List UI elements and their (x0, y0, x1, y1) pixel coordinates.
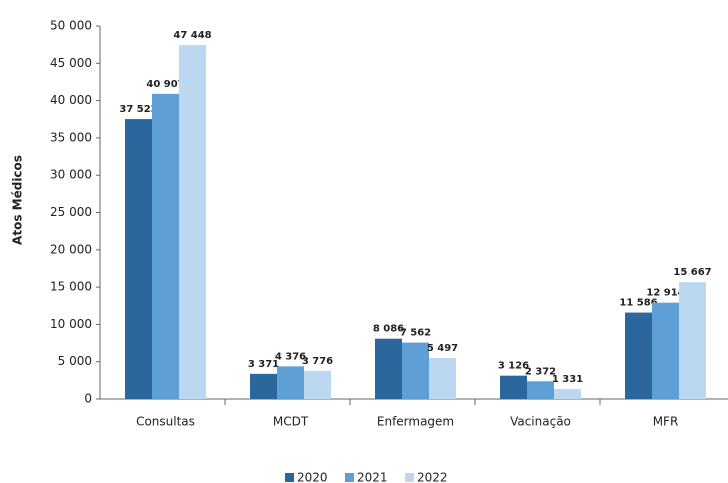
bar (179, 45, 206, 400)
x-tick-label: Vacinação (510, 415, 571, 429)
value-label: 11 586 (619, 298, 657, 309)
bar (652, 302, 679, 399)
y-tick-label: 20 000 (50, 242, 92, 256)
y-tick-label: 30 000 (50, 168, 92, 182)
bar (375, 338, 402, 399)
x-tick-label: Consultas (136, 415, 195, 429)
legend-label: 2021 (357, 471, 388, 483)
value-label: 47 448 (173, 30, 211, 41)
value-label: 1 331 (552, 374, 583, 385)
bar (625, 312, 652, 399)
x-tick-label: MCDT (273, 415, 309, 429)
x-tick-label: Enfermagem (377, 415, 454, 429)
y-tick-label: 40 000 (50, 93, 92, 107)
value-label: 37 522 (119, 104, 157, 115)
y-tick-label: 25 000 (50, 205, 92, 219)
bar (125, 119, 152, 399)
y-axis-label: Atos Médicos (11, 155, 25, 245)
x-tick-label: MFR (653, 415, 679, 429)
bar (304, 370, 331, 399)
y-tick-label: 5 000 (58, 354, 92, 368)
legend-label: 2022 (417, 471, 448, 483)
legend-swatch (345, 473, 354, 482)
bar (277, 366, 304, 399)
value-label: 12 914 (646, 288, 684, 299)
value-label: 3 126 (498, 361, 529, 372)
value-label: 3 776 (302, 356, 333, 367)
bar (402, 342, 429, 399)
value-label: 4 376 (275, 351, 306, 362)
value-label: 2 372 (525, 366, 556, 377)
bar (527, 381, 554, 399)
y-tick-label: 10 000 (50, 317, 92, 331)
legend-swatch (405, 473, 414, 482)
legend-label: 2020 (297, 471, 328, 483)
value-label: 40 907 (146, 79, 184, 90)
y-tick-label: 0 (84, 392, 92, 406)
y-tick-label: 35 000 (50, 130, 92, 144)
bar (500, 375, 527, 399)
value-label: 3 371 (248, 359, 279, 370)
bar (250, 373, 277, 399)
value-label: 15 667 (673, 267, 711, 278)
bar (429, 357, 456, 399)
y-tick-label: 50 000 (50, 19, 92, 33)
bar (554, 389, 581, 399)
bar (152, 93, 179, 400)
value-label: 5 497 (427, 343, 458, 354)
value-label: 8 086 (373, 324, 404, 335)
legend-swatch (285, 473, 294, 482)
bar (679, 282, 706, 399)
value-label: 7 562 (400, 328, 431, 339)
y-tick-label: 15 000 (50, 280, 92, 294)
y-tick-label: 45 000 (50, 56, 92, 70)
